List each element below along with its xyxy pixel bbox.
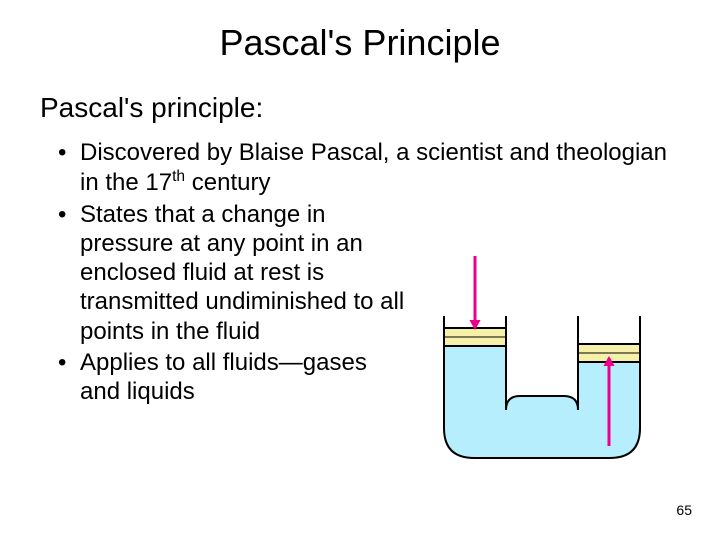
page-number: 65	[676, 502, 692, 518]
page-title: Pascal's Principle	[0, 0, 720, 92]
bullet-text: Discovered by Blaise Pascal, a scientist…	[80, 138, 680, 198]
bullet-dot-icon: •	[58, 138, 80, 198]
list-item: • Discovered by Blaise Pascal, a scienti…	[58, 138, 680, 198]
section-subtitle: Pascal's principle:	[0, 92, 720, 138]
bullet-dot-icon: •	[58, 200, 80, 346]
u-tube-svg-icon	[422, 248, 662, 478]
bullet-dot-icon: •	[58, 348, 80, 407]
u-tube-diagram	[422, 248, 662, 478]
